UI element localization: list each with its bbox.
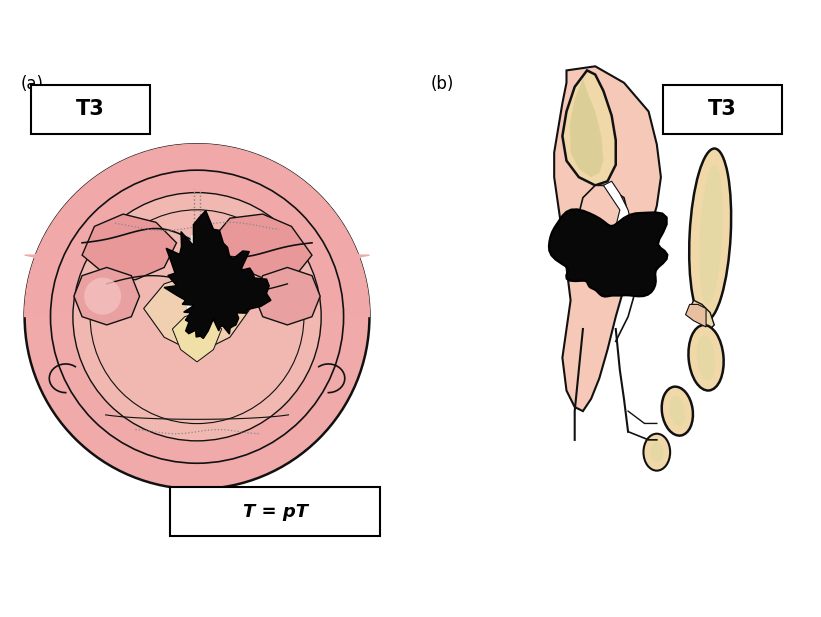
Polygon shape bbox=[686, 304, 706, 327]
Ellipse shape bbox=[699, 165, 722, 304]
Polygon shape bbox=[570, 78, 603, 177]
Circle shape bbox=[73, 193, 321, 441]
Polygon shape bbox=[74, 267, 140, 325]
Polygon shape bbox=[25, 144, 369, 317]
Ellipse shape bbox=[697, 335, 715, 380]
Polygon shape bbox=[164, 210, 271, 339]
Text: T3: T3 bbox=[76, 99, 105, 120]
Polygon shape bbox=[172, 313, 222, 362]
Circle shape bbox=[25, 144, 369, 489]
Polygon shape bbox=[554, 66, 661, 411]
Polygon shape bbox=[255, 267, 320, 325]
Polygon shape bbox=[209, 214, 312, 280]
Ellipse shape bbox=[662, 387, 693, 436]
Ellipse shape bbox=[689, 325, 723, 391]
Polygon shape bbox=[144, 276, 250, 350]
Polygon shape bbox=[549, 209, 667, 297]
FancyBboxPatch shape bbox=[171, 487, 380, 536]
Polygon shape bbox=[181, 234, 209, 325]
Polygon shape bbox=[562, 70, 616, 185]
Ellipse shape bbox=[650, 442, 663, 462]
Polygon shape bbox=[82, 214, 177, 280]
FancyBboxPatch shape bbox=[31, 85, 150, 134]
Ellipse shape bbox=[644, 434, 670, 471]
FancyBboxPatch shape bbox=[663, 85, 782, 134]
Text: T = pT: T = pT bbox=[242, 503, 308, 521]
Circle shape bbox=[85, 278, 122, 315]
Polygon shape bbox=[603, 181, 632, 243]
Ellipse shape bbox=[669, 396, 686, 426]
Text: (a): (a) bbox=[21, 75, 44, 93]
Polygon shape bbox=[690, 300, 714, 329]
Ellipse shape bbox=[689, 149, 732, 321]
Text: T3: T3 bbox=[708, 99, 737, 120]
Text: (b): (b) bbox=[431, 75, 454, 93]
Polygon shape bbox=[579, 185, 628, 239]
